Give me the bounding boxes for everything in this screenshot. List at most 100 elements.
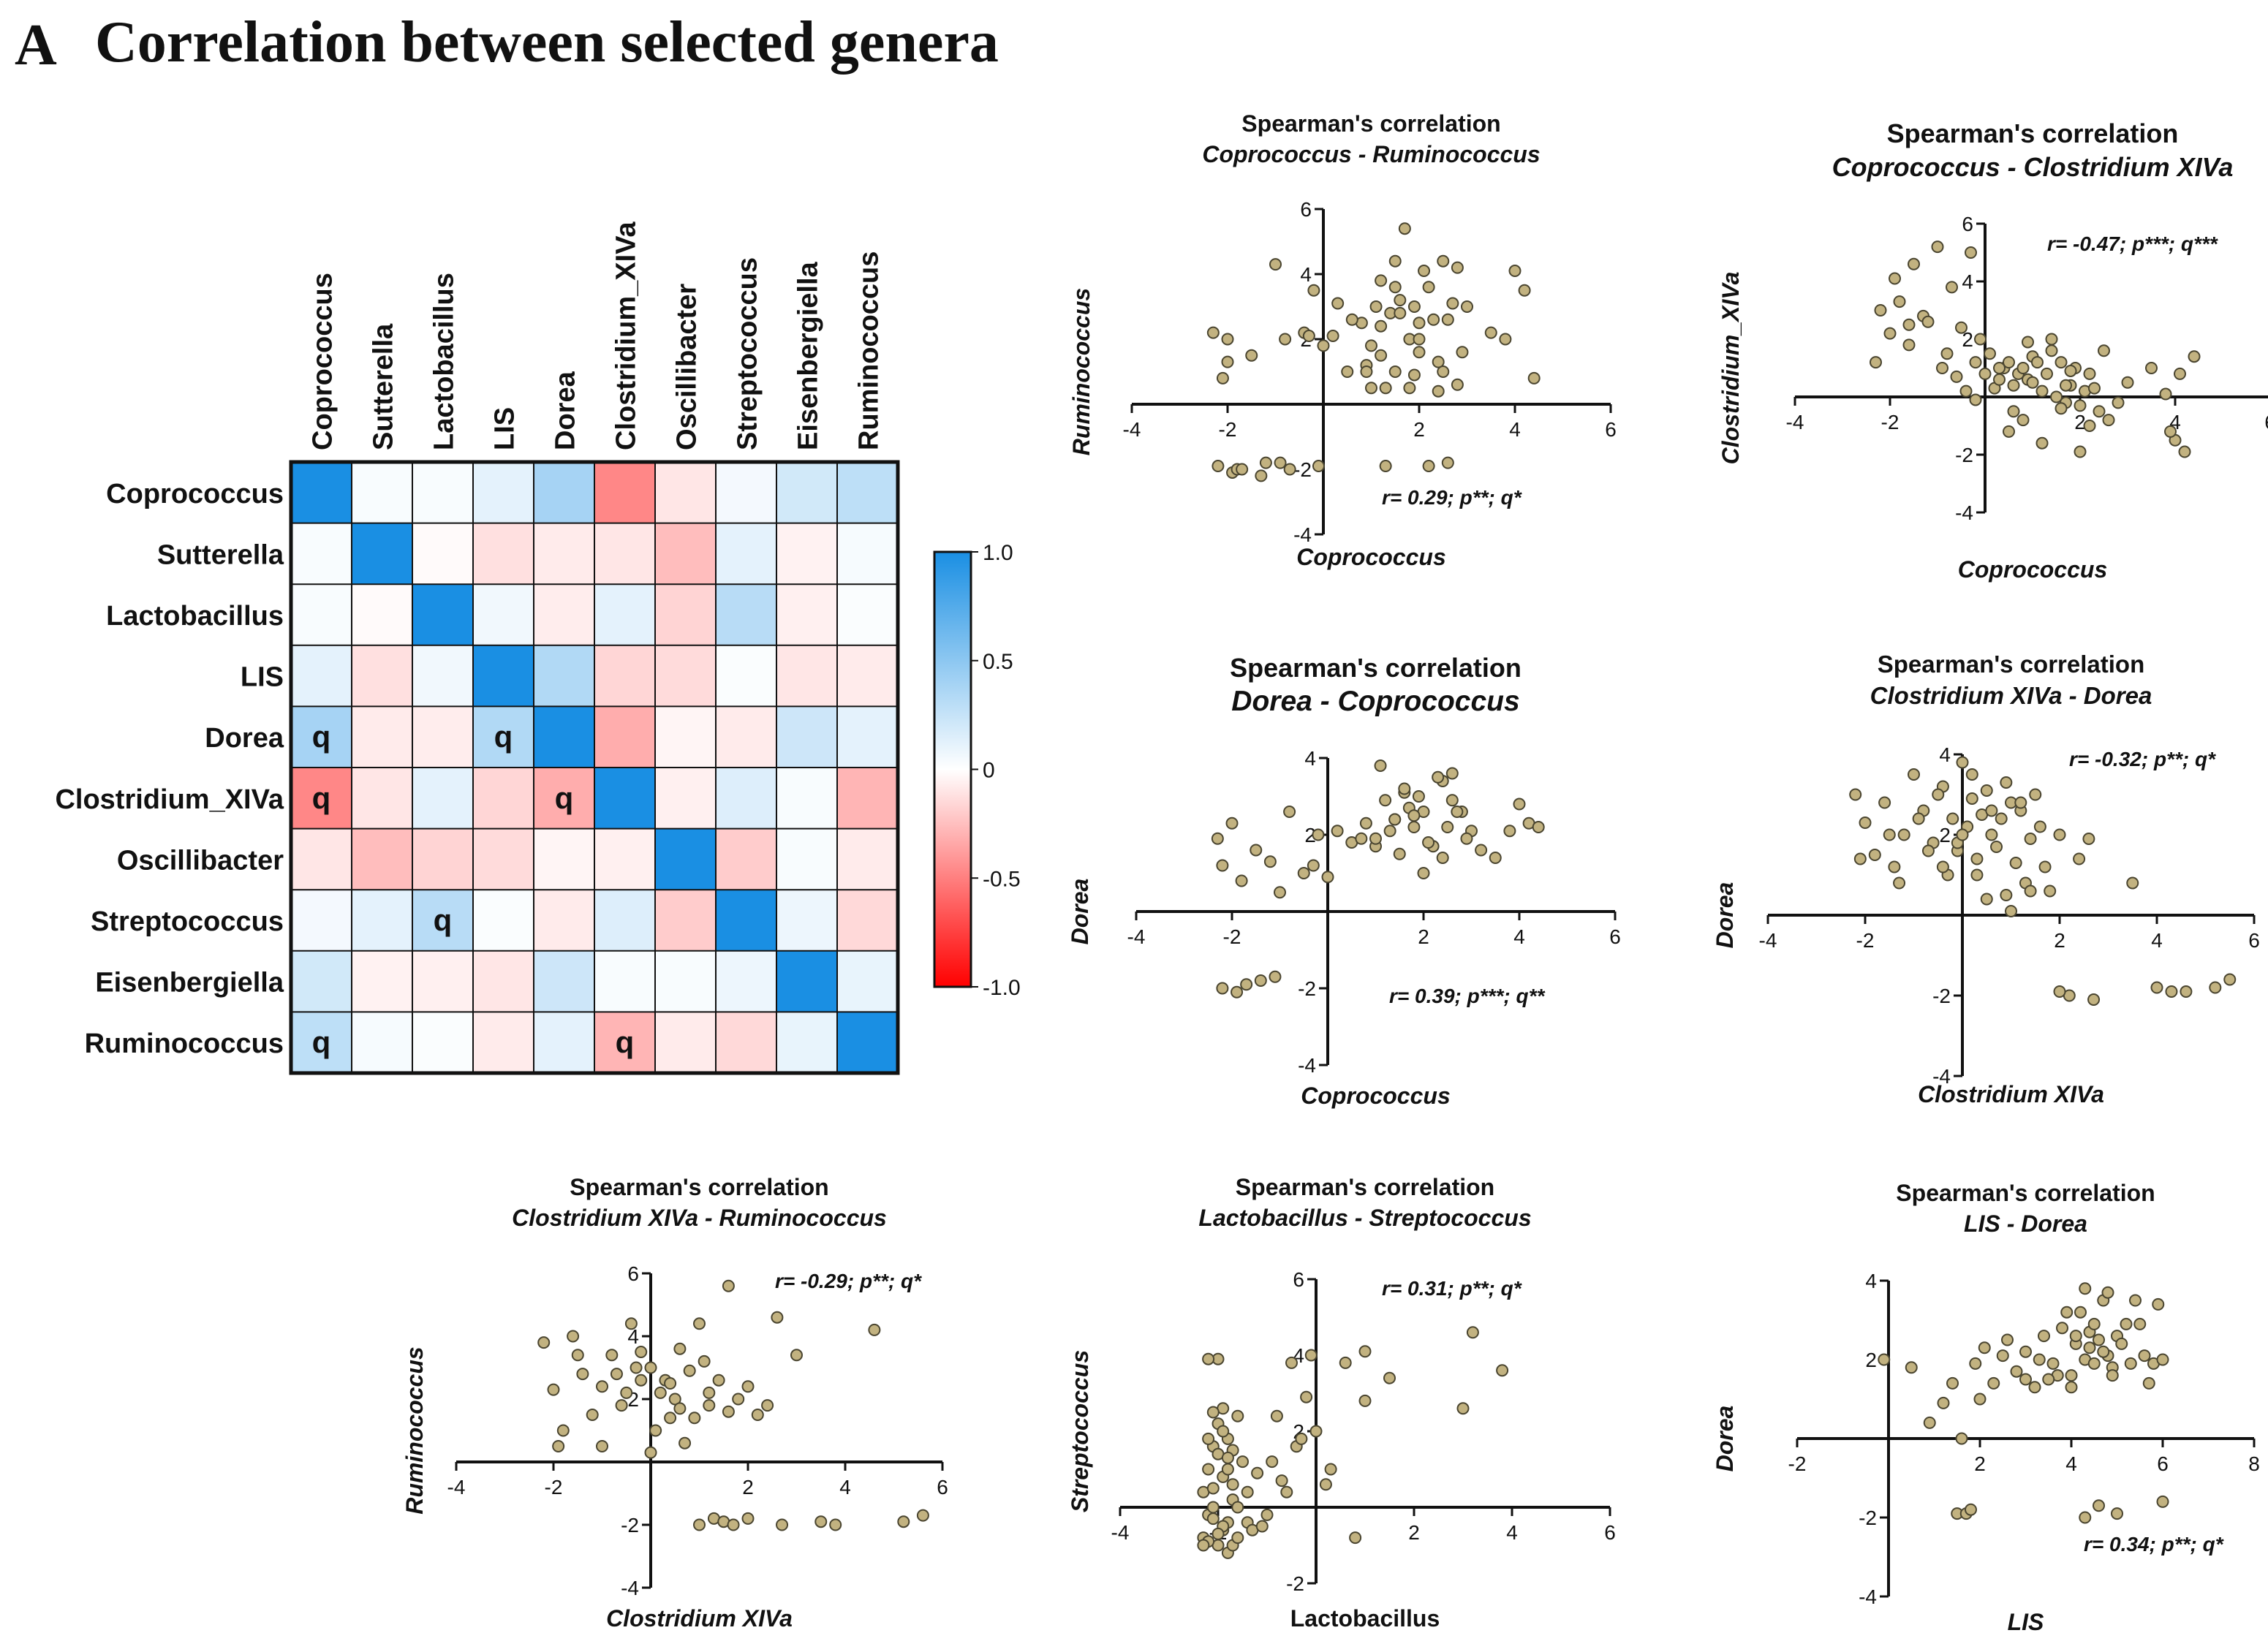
data-point [1990,841,2003,853]
x-tick-label: 6 [2248,929,2260,952]
data-point [1280,1485,1293,1498]
heatmap-cell [837,584,898,645]
data-point [1388,281,1402,294]
heatmap-cell [837,523,898,585]
data-point [2041,367,2053,380]
scatter-plot: -4 -2 2 4 6 -4 -2 2 4 Spearman's correlation Clost… [1712,651,2260,1107]
heatmap-cell [776,523,837,585]
data-point [1221,1463,1234,1476]
data-point [1341,365,1354,378]
data-point [2178,445,2191,458]
data-point [814,1515,828,1528]
data-point [1475,844,1488,857]
data-point [1466,1326,1479,1339]
data-point [1970,852,1984,865]
scatter-subtitle: Clostridium XIVa - Ruminococcus [512,1205,887,1231]
data-point [1532,821,1545,833]
data-point [2060,379,2072,392]
data-point [1212,460,1225,473]
data-point [868,1323,881,1336]
data-point [1902,338,1916,352]
heatmap-cell [352,584,412,645]
scatter-title: Spearman's correlation [1230,653,1522,683]
heatmap-cell [291,828,352,890]
scatter-subtitle: Dorea - Coprococcus [1231,686,1519,717]
heatmap-cell [473,706,534,768]
y-tick-label: 4 [627,1325,639,1348]
data-point [1307,284,1320,297]
x-axis-label: Clostridium XIVa [606,1605,793,1632]
data-point [1937,1396,1950,1409]
data-point [2093,1499,2105,1512]
correlation-heatmap: Coprococcus Sutterella Lactobacillus LIS Dor… [55,221,1021,1075]
data-point [1878,796,1891,809]
x-tick-label: 6 [1605,418,1617,441]
data-point [1427,313,1440,326]
data-point [2050,390,2063,403]
data-point [1206,1501,1220,1514]
data-point [1407,809,1421,822]
colorbar-tick-label: 0 [983,759,995,783]
heatmap-column-label: Eisenbergiella [793,261,824,450]
heatmap-cell [655,584,716,645]
heatmap-cell [291,462,352,523]
y-tick-label: 4 [1939,743,1951,766]
data-point [1969,356,1982,369]
data-point [1955,321,1968,334]
data-point [2174,367,2186,380]
data-point [2101,1286,2114,1299]
x-tick-label: -2 [1856,929,1875,952]
data-point [1441,313,1454,326]
data-point [1451,261,1464,274]
data-point [1489,852,1502,864]
heatmap-cell [352,950,412,1012]
y-tick-label: -4 [1932,1065,1951,1088]
data-point [1484,326,1497,339]
data-point [703,1399,716,1412]
data-point [596,1440,608,1452]
data-point [2033,820,2046,833]
heatmap-cell [594,584,655,645]
data-point [1407,300,1421,313]
data-point [1965,768,1978,781]
data-point [2087,1317,2101,1330]
y-axis-label: Ruminococcus [401,1346,428,1514]
data-point [2133,1317,2147,1330]
data-point [1993,373,2006,386]
data-point [620,1386,633,1399]
data-point [586,1409,599,1421]
data-point [678,1436,692,1450]
data-point [2073,852,2086,865]
heatmap-cell [534,828,594,890]
x-axis-label: LIS [2008,1609,2044,1635]
data-point [2016,414,2030,427]
heatmap-cell [594,890,655,951]
heatmap-cell [473,584,534,645]
data-point [1394,306,1407,319]
data-point [1240,978,1253,991]
data-point [1451,806,1464,818]
data-point [537,1336,551,1349]
heatmap-cell [655,828,716,890]
x-tick-label: -2 [1219,418,1237,441]
data-point [630,1361,643,1374]
heatmap-cell [837,706,898,768]
heatmap-cell [534,890,594,951]
data-point [1853,852,1867,865]
data-point [771,1311,784,1324]
data-point [644,1446,657,1459]
x-tick-label: 2 [1974,1452,1986,1475]
data-point [2014,796,2027,809]
heatmap-cell [776,462,837,523]
data-point [1231,1409,1244,1422]
data-point [1946,812,1959,825]
data-point [1978,367,1992,380]
heatmap-cell [716,523,776,585]
data-point [1445,767,1459,780]
heatmap-cell [291,1012,352,1073]
data-point [2087,1357,2101,1370]
data-point [1969,393,1982,406]
correlation-annotation: r= -0.29; p**; q* [775,1270,922,1292]
data-point [1317,339,1330,352]
heatmap-cell [716,768,776,829]
